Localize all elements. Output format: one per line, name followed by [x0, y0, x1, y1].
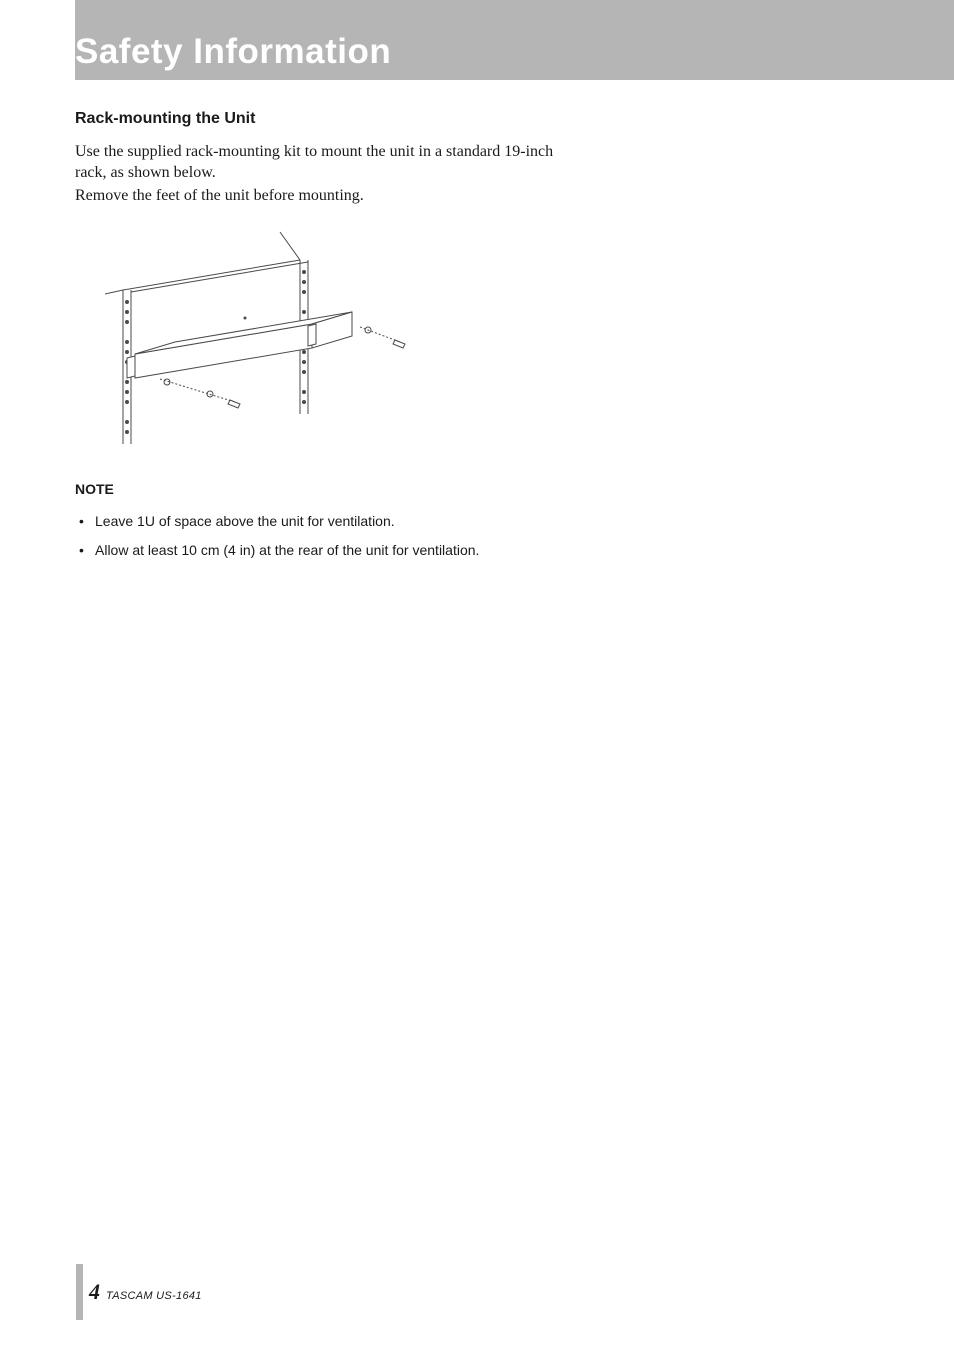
- note-item-2: Allow at least 10 cm (4 in) at the rear …: [75, 540, 535, 561]
- note-item-1: Leave 1U of space above the unit for ven…: [75, 511, 535, 532]
- rack-diagram-svg: [105, 224, 415, 444]
- note-heading: NOTE: [75, 481, 555, 497]
- footer: 4 TASCAM US-1641: [75, 1279, 202, 1305]
- page-number: 4: [89, 1279, 100, 1305]
- header-band: Safety Information: [75, 0, 954, 80]
- body-paragraph-2: Remove the feet of the unit before mount…: [75, 186, 555, 207]
- note-list: Leave 1U of space above the unit for ven…: [75, 511, 555, 561]
- page-title: Safety Information: [75, 32, 391, 72]
- content-area: Rack-mounting the Unit Use the supplied …: [75, 110, 555, 569]
- body-paragraph-1: Use the supplied rack-mounting kit to mo…: [75, 142, 555, 184]
- section-heading: Rack-mounting the Unit: [75, 110, 555, 128]
- footer-text: TASCAM US-1641: [106, 1290, 202, 1302]
- rack-mount-diagram: [105, 224, 555, 449]
